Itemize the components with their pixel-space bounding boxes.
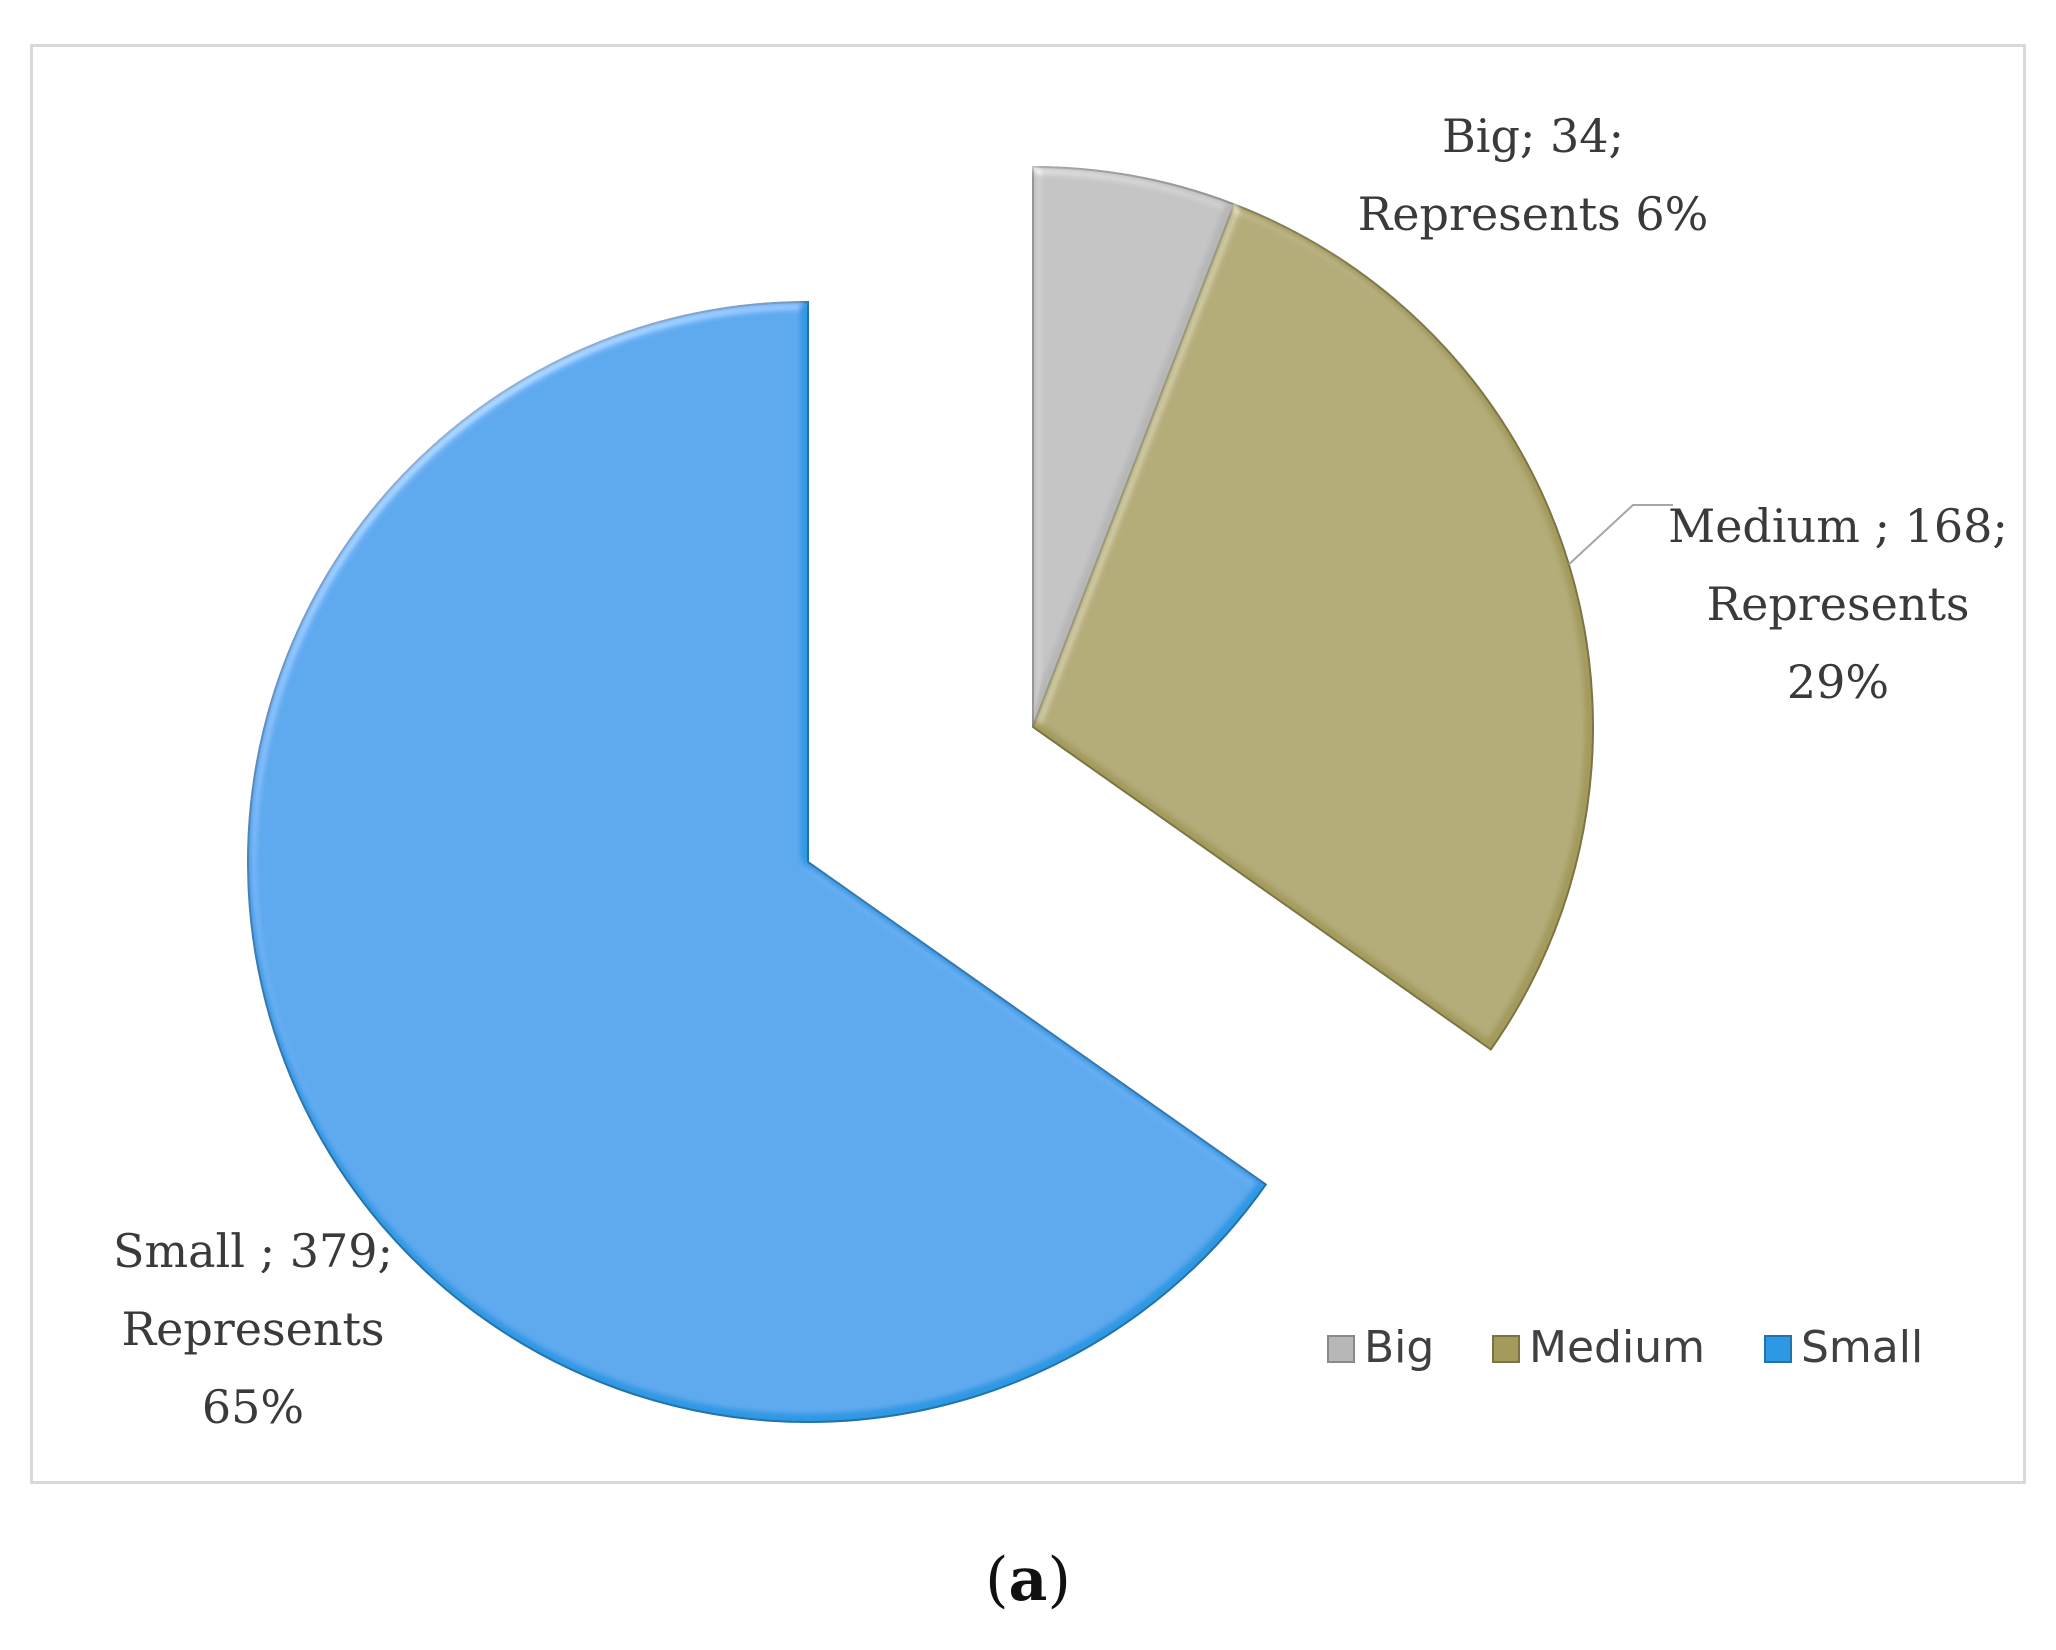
data-label-medium-line: Medium ; 168;: [1668, 499, 2008, 553]
data-label-small: Small ; 379; Represents 65%: [113, 1224, 393, 1434]
caption-open-paren: (: [985, 1545, 1009, 1615]
chart-frame: Big; 34; Represents 6% Medium ; 168; Repres…: [30, 44, 2026, 1484]
caption-letter: a: [1008, 1545, 1048, 1615]
legend-label-medium: Medium: [1529, 1322, 1705, 1373]
data-label-big: Big; 34; Represents 6%: [1358, 109, 1709, 241]
slice-small: [247, 300, 1268, 1423]
legend-swatch-medium: [1492, 1335, 1520, 1363]
slice-big: [1032, 165, 1236, 728]
data-label-medium-line: Represents: [1706, 577, 1969, 631]
data-label-small-line: 65%: [202, 1380, 304, 1434]
leader-line-medium: [1568, 504, 1673, 566]
legend-label-small: Small: [1801, 1322, 1923, 1373]
legend-label-big: Big: [1364, 1322, 1434, 1373]
data-label-big-line: Big; 34;: [1442, 109, 1624, 163]
caption-close-paren: ): [1047, 1545, 1071, 1615]
figure-caption: (a): [0, 1545, 2056, 1615]
data-label-small-line: Small ; 379;: [113, 1224, 393, 1278]
pie-chart: Big; 34; Represents 6% Medium ; 168; Repres…: [113, 109, 2008, 1434]
data-label-medium: Medium ; 168; Represents 29%: [1668, 499, 2008, 709]
data-label-medium-line: 29%: [1787, 655, 1889, 709]
data-label-big-line: Represents 6%: [1358, 187, 1709, 241]
legend-swatch-big: [1327, 1335, 1355, 1363]
legend-swatch-small: [1764, 1335, 1792, 1363]
data-label-small-line: Represents: [121, 1302, 384, 1356]
